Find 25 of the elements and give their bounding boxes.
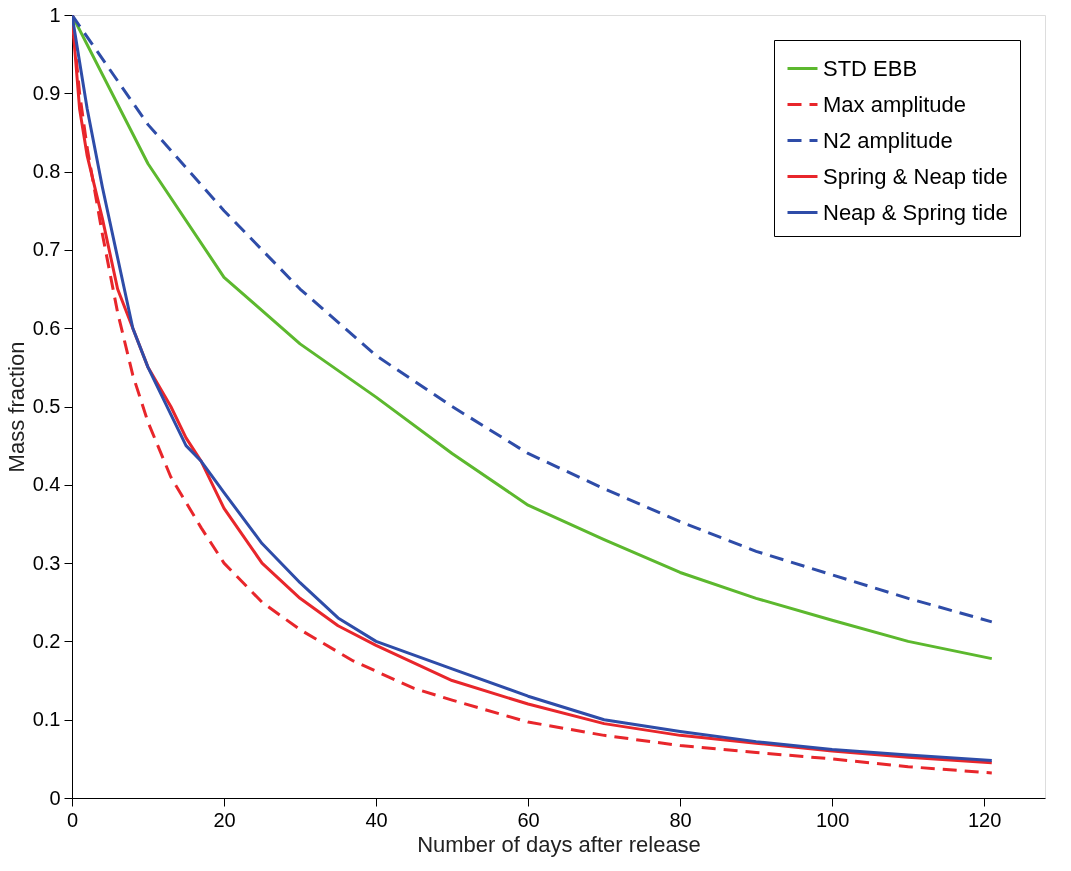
y-tick-label: 0.8: [32, 160, 61, 183]
x-tick-label: 20: [213, 808, 236, 831]
y-tick-label: 0.9: [32, 81, 61, 104]
legend-label: Max amplitude: [823, 91, 967, 117]
y-tick-label: 0.4: [32, 473, 61, 496]
x-tick-label: 60: [517, 808, 540, 831]
legend-label: STD EBB: [823, 55, 918, 81]
y-tick-label: 0.6: [32, 316, 61, 339]
x-tick-label: 40: [365, 808, 388, 831]
y-tick-label: 0.7: [32, 238, 61, 261]
y-tick-label: 0.3: [32, 551, 61, 574]
x-axis-title: Number of days after release: [417, 831, 701, 857]
y-tick-label: 0.5: [32, 395, 61, 417]
y-tick-label: 1: [49, 3, 61, 26]
x-tick-label: 100: [815, 808, 850, 831]
y-tick-label: 0.1: [32, 708, 61, 731]
legend-label: Spring & Neap tide: [823, 163, 1008, 189]
x-tick-label: 80: [669, 808, 692, 831]
legend-label: N2 amplitude: [823, 127, 953, 153]
legend-label: Neap & Spring tide: [823, 199, 1008, 225]
y-tick-label: 0.2: [32, 629, 61, 652]
x-tick-label: 120: [968, 808, 1002, 831]
y-tick-label: 0: [49, 786, 61, 809]
x-tick-label: 0: [66, 808, 79, 831]
y-axis-title: Mass fraction: [3, 341, 29, 473]
